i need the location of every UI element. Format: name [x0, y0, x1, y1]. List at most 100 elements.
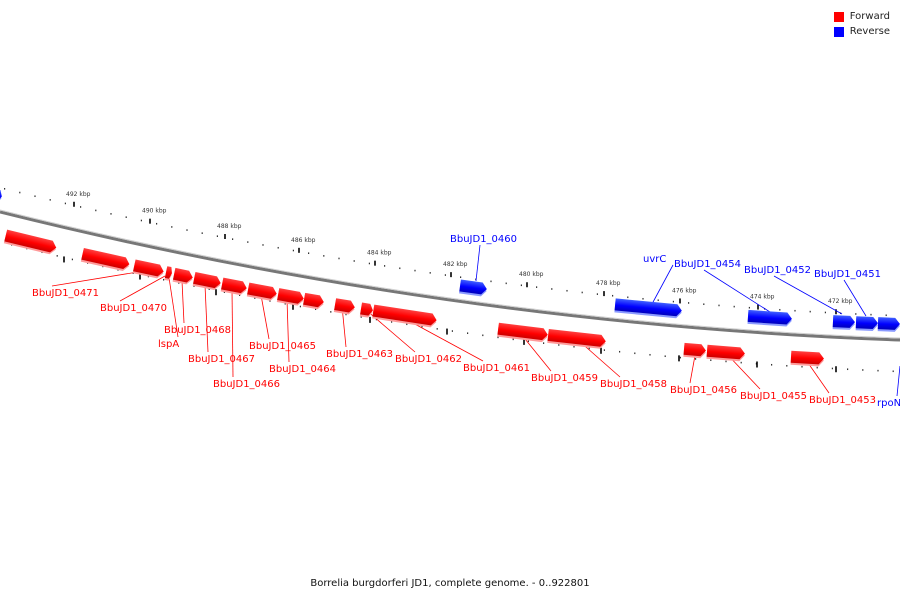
tick-label: 490 kbp [142, 208, 167, 215]
minor-tick [360, 316, 362, 318]
reverse-gene-arrow [832, 315, 855, 330]
minor-tick [566, 289, 568, 292]
legend-forward: Forward [833, 9, 890, 24]
forward-gene-arrow [164, 266, 172, 281]
minor-tick [824, 311, 826, 314]
tick-label: 478 kbp [596, 280, 621, 287]
minor-tick [193, 285, 195, 287]
gene-label: BbuJD1_0455 [740, 391, 807, 402]
gene-label: BbuJD1_0468 [164, 325, 231, 336]
minor-tick [536, 286, 538, 288]
tick-label: 484 kbp [367, 250, 392, 257]
tick-label: 492 kbp [66, 191, 91, 198]
gene-label: BbuJD1_0461 [463, 363, 530, 374]
minor-tick [338, 257, 340, 260]
minor-tick [612, 294, 614, 297]
minor-tick [375, 318, 377, 321]
minor-tick [718, 304, 720, 307]
forward-gene-arrow [3, 229, 57, 255]
minor-tick [384, 265, 386, 267]
minor-tick [740, 361, 742, 364]
label-leader [286, 298, 290, 363]
minor-tick [801, 365, 803, 368]
scale-dots [4, 187, 894, 373]
forward-gene-arrow [333, 298, 355, 315]
reverse-swatch [833, 26, 844, 37]
minor-tick [49, 199, 51, 201]
minor-tick [885, 314, 887, 317]
minor-tick [80, 206, 82, 208]
minor-tick [855, 313, 857, 315]
forward-gene-arrow [302, 292, 324, 310]
minor-tick [353, 260, 355, 262]
minor-tick [467, 332, 469, 335]
label-leader [475, 244, 481, 282]
forward-gene-arrow [132, 259, 164, 279]
minor-tick [345, 313, 347, 316]
minor-tick [284, 302, 286, 305]
minor-tick [239, 294, 241, 296]
gene-label: BbuJD1_0458 [600, 379, 667, 390]
minor-tick [695, 358, 697, 360]
forward-gene-arrow [246, 282, 277, 301]
minor-tick [64, 202, 66, 205]
minor-tick [429, 272, 431, 274]
minor-tick [421, 325, 423, 328]
minor-tick [323, 255, 325, 257]
minor-tick [34, 195, 36, 198]
minor-tick [247, 241, 249, 243]
gene-label: BbuJD1_0453 [809, 395, 876, 406]
minor-tick [368, 262, 370, 265]
minor-tick [223, 291, 225, 293]
minor-tick [596, 293, 598, 295]
minor-tick [779, 308, 781, 311]
label-leader [119, 275, 166, 302]
label-leader [204, 284, 209, 353]
minor-tick [330, 311, 332, 313]
forward-gene-arrow [172, 267, 193, 285]
minor-tick [156, 222, 158, 225]
minor-tick [277, 246, 279, 249]
reverse-gene-arrow [614, 298, 682, 319]
minor-tick [505, 282, 507, 285]
minor-tick [71, 258, 73, 261]
forward-gene-arrow [372, 304, 437, 328]
minor-tick [512, 338, 514, 341]
label-leader [843, 279, 867, 317]
minor-tick [642, 297, 644, 300]
legend-reverse: Reverse [833, 24, 890, 39]
reverse-gene-arrow [877, 317, 900, 332]
forward-gene-arrow [220, 277, 247, 296]
minor-tick [186, 229, 188, 231]
minor-tick [870, 313, 872, 316]
label-leader [651, 264, 674, 305]
minor-tick [399, 267, 401, 270]
reverse-gene-arrow [855, 316, 878, 331]
minor-tick [163, 278, 165, 281]
gene-label: BbuJD1_0465 [249, 341, 316, 352]
legend-forward-label: Forward [849, 11, 890, 22]
legend-reverse-label: Reverse [849, 26, 890, 37]
minor-tick [140, 219, 142, 222]
gene-label: BbuJD1_0470 [100, 303, 167, 314]
tick-label: 476 kbp [672, 287, 697, 294]
minor-tick [543, 342, 545, 344]
gene-label: rpoN [877, 398, 900, 409]
minor-tick [703, 303, 705, 306]
gene-label: uvrC [643, 254, 666, 265]
reverse-gene-arrow [459, 279, 487, 297]
minor-tick [573, 345, 575, 348]
tick-label: 474 kbp [750, 294, 775, 301]
backbone-arc [0, 210, 900, 342]
minor-tick [733, 305, 735, 308]
minor-tick [315, 308, 317, 311]
tick-label: 480 kbp [519, 271, 544, 278]
minor-tick [292, 249, 294, 252]
tick-label: 488 kbp [217, 223, 242, 230]
minor-tick [482, 334, 484, 337]
tick-label: 486 kbp [291, 237, 316, 244]
gene-label: BbuJD1_0452 [744, 265, 811, 276]
minor-tick [786, 364, 788, 367]
minor-tick [201, 232, 203, 234]
minor-tick [299, 305, 301, 308]
